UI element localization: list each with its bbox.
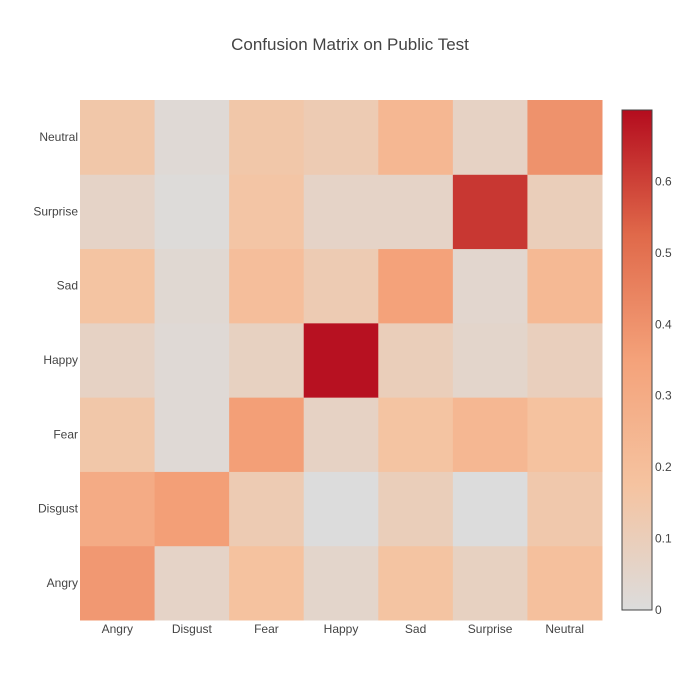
y-tick-label: Sad — [57, 279, 78, 293]
heatmap-cell-sad-angry — [80, 248, 156, 324]
heatmap-cell-surprise-neutral — [527, 174, 603, 250]
heatmap-cell-sad-surprise — [452, 248, 528, 324]
heatmap-cell-surprise-sad — [378, 174, 454, 250]
colorbar-tick-label: 0.3 — [655, 389, 672, 403]
colorbar-tick-label: 0.1 — [655, 532, 672, 546]
heatmap-cell-fear-disgust — [154, 397, 230, 472]
heatmap-cell-angry-surprise — [452, 545, 528, 621]
heatmap-cell-happy-angry — [80, 322, 156, 398]
x-axis-ticks: Angry Disgust Fear Happy Sad Surprise Neutral — [102, 622, 584, 636]
heatmap-cell-surprise-surprise — [452, 174, 528, 250]
x-tick-label: Happy — [324, 622, 359, 636]
x-tick-label: Surprise — [468, 622, 513, 636]
y-axis-ticks: Angry Disgust Fear Happy Sad Surprise Neutral — [33, 130, 78, 590]
heatmap-cell-neutral-disgust — [154, 100, 230, 175]
heatmap-cell-angry-happy — [303, 545, 379, 621]
y-tick-label: Surprise — [33, 204, 78, 218]
heatmap-cell-happy-happy — [303, 322, 379, 398]
heatmap-cell-sad-happy — [303, 248, 379, 324]
heatmap-cell-fear-sad — [378, 397, 454, 472]
heatmap-cell-sad-disgust — [154, 248, 230, 324]
colorbar-tick-label: 0.6 — [655, 174, 672, 188]
heatmap-cell-sad-fear — [229, 248, 305, 324]
chart-title: Confusion Matrix on Public Test — [231, 35, 469, 54]
colorbar-tick-label: 0.5 — [655, 246, 672, 260]
heatmap-cell-fear-fear — [229, 397, 305, 472]
heatmap-cell-happy-surprise — [452, 322, 528, 398]
heatmap-cell-neutral-happy — [303, 100, 379, 175]
heatmap-cell-fear-neutral — [527, 397, 603, 472]
heatmap-cell-fear-surprise — [452, 397, 528, 472]
heatmap-cell-sad-neutral — [527, 248, 603, 324]
heatmap-cell-angry-disgust — [154, 545, 230, 621]
heatmap-cell-angry-fear — [229, 545, 305, 621]
x-tick-label: Neutral — [545, 622, 584, 636]
y-tick-label: Fear — [53, 427, 78, 441]
colorbar-tick-label: 0.4 — [655, 317, 672, 331]
x-tick-label: Disgust — [172, 622, 213, 636]
heatmap-cells — [80, 100, 603, 621]
heatmap-cell-surprise-happy — [303, 174, 379, 250]
heatmap-cell-surprise-disgust — [154, 174, 230, 250]
y-tick-label: Neutral — [39, 130, 78, 144]
colorbar-ticks: 0 0.1 0.2 0.3 0.4 0.5 0.6 — [655, 174, 672, 617]
heatmap-cell-disgust-fear — [229, 471, 305, 547]
y-tick-label: Happy — [43, 353, 78, 367]
heatmap-cell-disgust-sad — [378, 471, 454, 547]
heatmap-cell-happy-disgust — [154, 322, 230, 398]
heatmap-cell-neutral-fear — [229, 100, 305, 175]
x-tick-label: Angry — [102, 622, 133, 636]
heatmap-cell-angry-neutral — [527, 545, 603, 621]
heatmap-cell-sad-sad — [378, 248, 454, 324]
heatmap-cell-disgust-neutral — [527, 471, 603, 547]
heatmap-cell-surprise-angry — [80, 174, 156, 250]
heatmap-cell-happy-sad — [378, 322, 454, 398]
heatmap-cell-neutral-angry — [80, 100, 156, 175]
heatmap-cell-happy-fear — [229, 322, 305, 398]
heatmap-cell-disgust-surprise — [452, 471, 528, 547]
heatmap-cell-fear-happy — [303, 397, 379, 472]
heatmap-cell-angry-sad — [378, 545, 454, 621]
heatmap-cell-surprise-fear — [229, 174, 305, 250]
y-tick-label: Angry — [47, 576, 78, 590]
colorbar: 0 0.1 0.2 0.3 0.4 0.5 0.6 — [621, 109, 672, 617]
heatmap-cell-neutral-surprise — [452, 100, 528, 175]
colorbar-tick-label: 0 — [655, 603, 662, 617]
y-tick-label: Disgust — [38, 502, 79, 516]
x-tick-label: Sad — [405, 622, 426, 636]
heatmap-cell-fear-angry — [80, 397, 156, 472]
heatmap-cell-angry-angry — [80, 545, 156, 621]
heatmap-cell-disgust-angry — [80, 471, 156, 547]
heatmap-cell-disgust-happy — [303, 471, 379, 547]
colorbar-tick-label: 0.2 — [655, 460, 672, 474]
colorbar-gradient — [621, 109, 653, 611]
heatmap-cell-neutral-sad — [378, 100, 454, 175]
heatmap-cell-neutral-neutral — [527, 100, 603, 175]
x-tick-label: Fear — [254, 622, 279, 636]
heatmap-cell-happy-neutral — [527, 322, 603, 398]
heatmap-cell-disgust-disgust — [154, 471, 230, 547]
